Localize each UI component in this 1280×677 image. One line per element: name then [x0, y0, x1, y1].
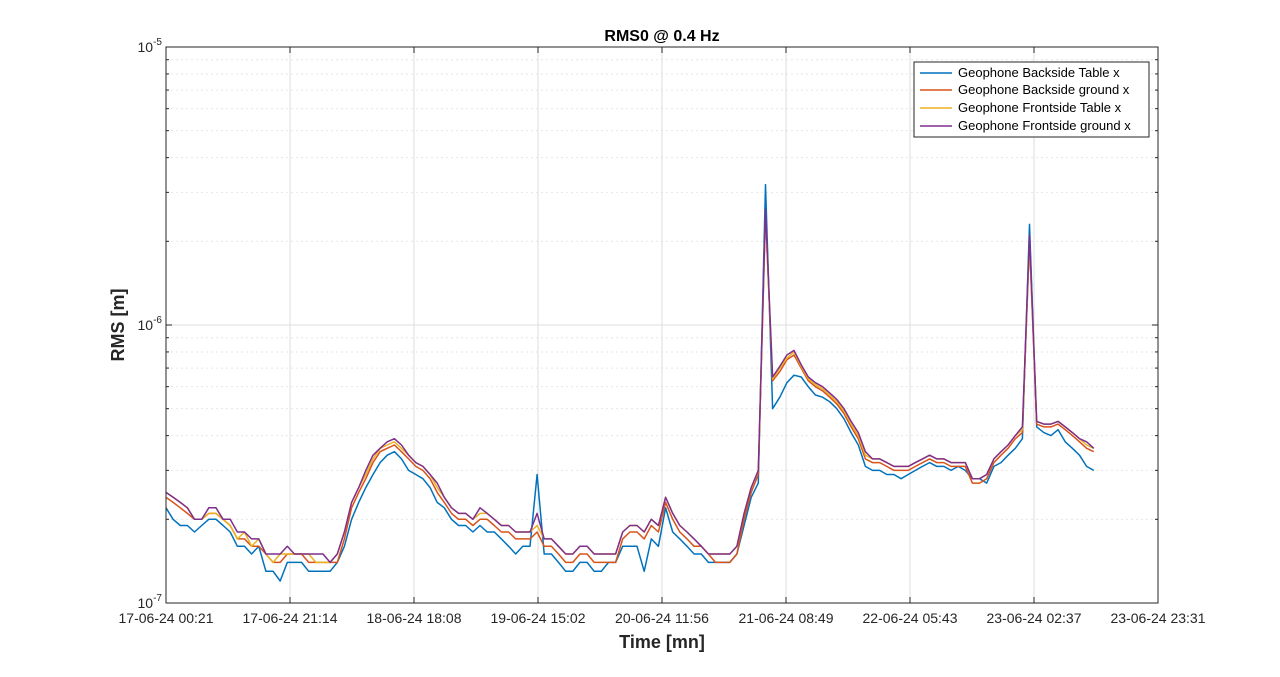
x-tick-label: 20-06-24 11:56 — [615, 610, 709, 626]
x-axis-title: Time [mn] — [619, 632, 705, 652]
legend-label: Geophone Backside Table x — [958, 65, 1120, 80]
x-tick-label: 18-06-24 18:08 — [367, 610, 462, 626]
x-tick-label: 23-06-24 23:31 — [1111, 610, 1206, 626]
x-tick-labels: 17-06-24 00:21 17-06-24 21:14 18-06-24 18:… — [119, 610, 1206, 626]
legend-box — [913, 61, 1150, 138]
y-tick-label: 10-5 — [138, 37, 163, 55]
legend-label: Geophone Frontside ground x — [958, 118, 1131, 133]
legend-entry-backside-ground: Geophone Backside ground x — [920, 82, 1130, 97]
x-tick-label: 21-06-24 08:49 — [739, 610, 834, 626]
x-tick-label: 23-06-24 02:37 — [987, 610, 1082, 626]
series-lines — [165, 183, 1095, 582]
x-tick-label: 17-06-24 00:21 — [119, 610, 214, 626]
x-tick-label: 17-06-24 21:14 — [243, 610, 338, 626]
x-tick-label: 22-06-24 05:43 — [863, 610, 958, 626]
chart-title: RMS0 @ 0.4 Hz — [604, 28, 719, 45]
legend-entry-backside-table: Geophone Backside Table x — [920, 65, 1120, 80]
y-axis-title: RMS [m] — [108, 289, 128, 362]
series-line-0 — [165, 183, 1095, 582]
legend: Geophone Backside Table x Geophone Backs… — [913, 61, 1150, 138]
legend-label: Geophone Frontside Table x — [958, 100, 1122, 115]
series-line-3 — [165, 208, 1095, 564]
y-tick-label: 10-6 — [138, 315, 163, 333]
y-tick-labels: 10-7 10-6 10-5 — [138, 37, 163, 611]
legend-entry-frontside-table: Geophone Frontside Table x — [920, 100, 1122, 115]
x-tick-label: 19-06-24 15:02 — [491, 610, 586, 626]
legend-label: Geophone Backside ground x — [958, 82, 1130, 97]
y-tick-label: 10-7 — [138, 593, 163, 611]
axis-ticks — [165, 46, 1159, 604]
legend-entry-frontside-ground: Geophone Frontside ground x — [920, 118, 1131, 133]
